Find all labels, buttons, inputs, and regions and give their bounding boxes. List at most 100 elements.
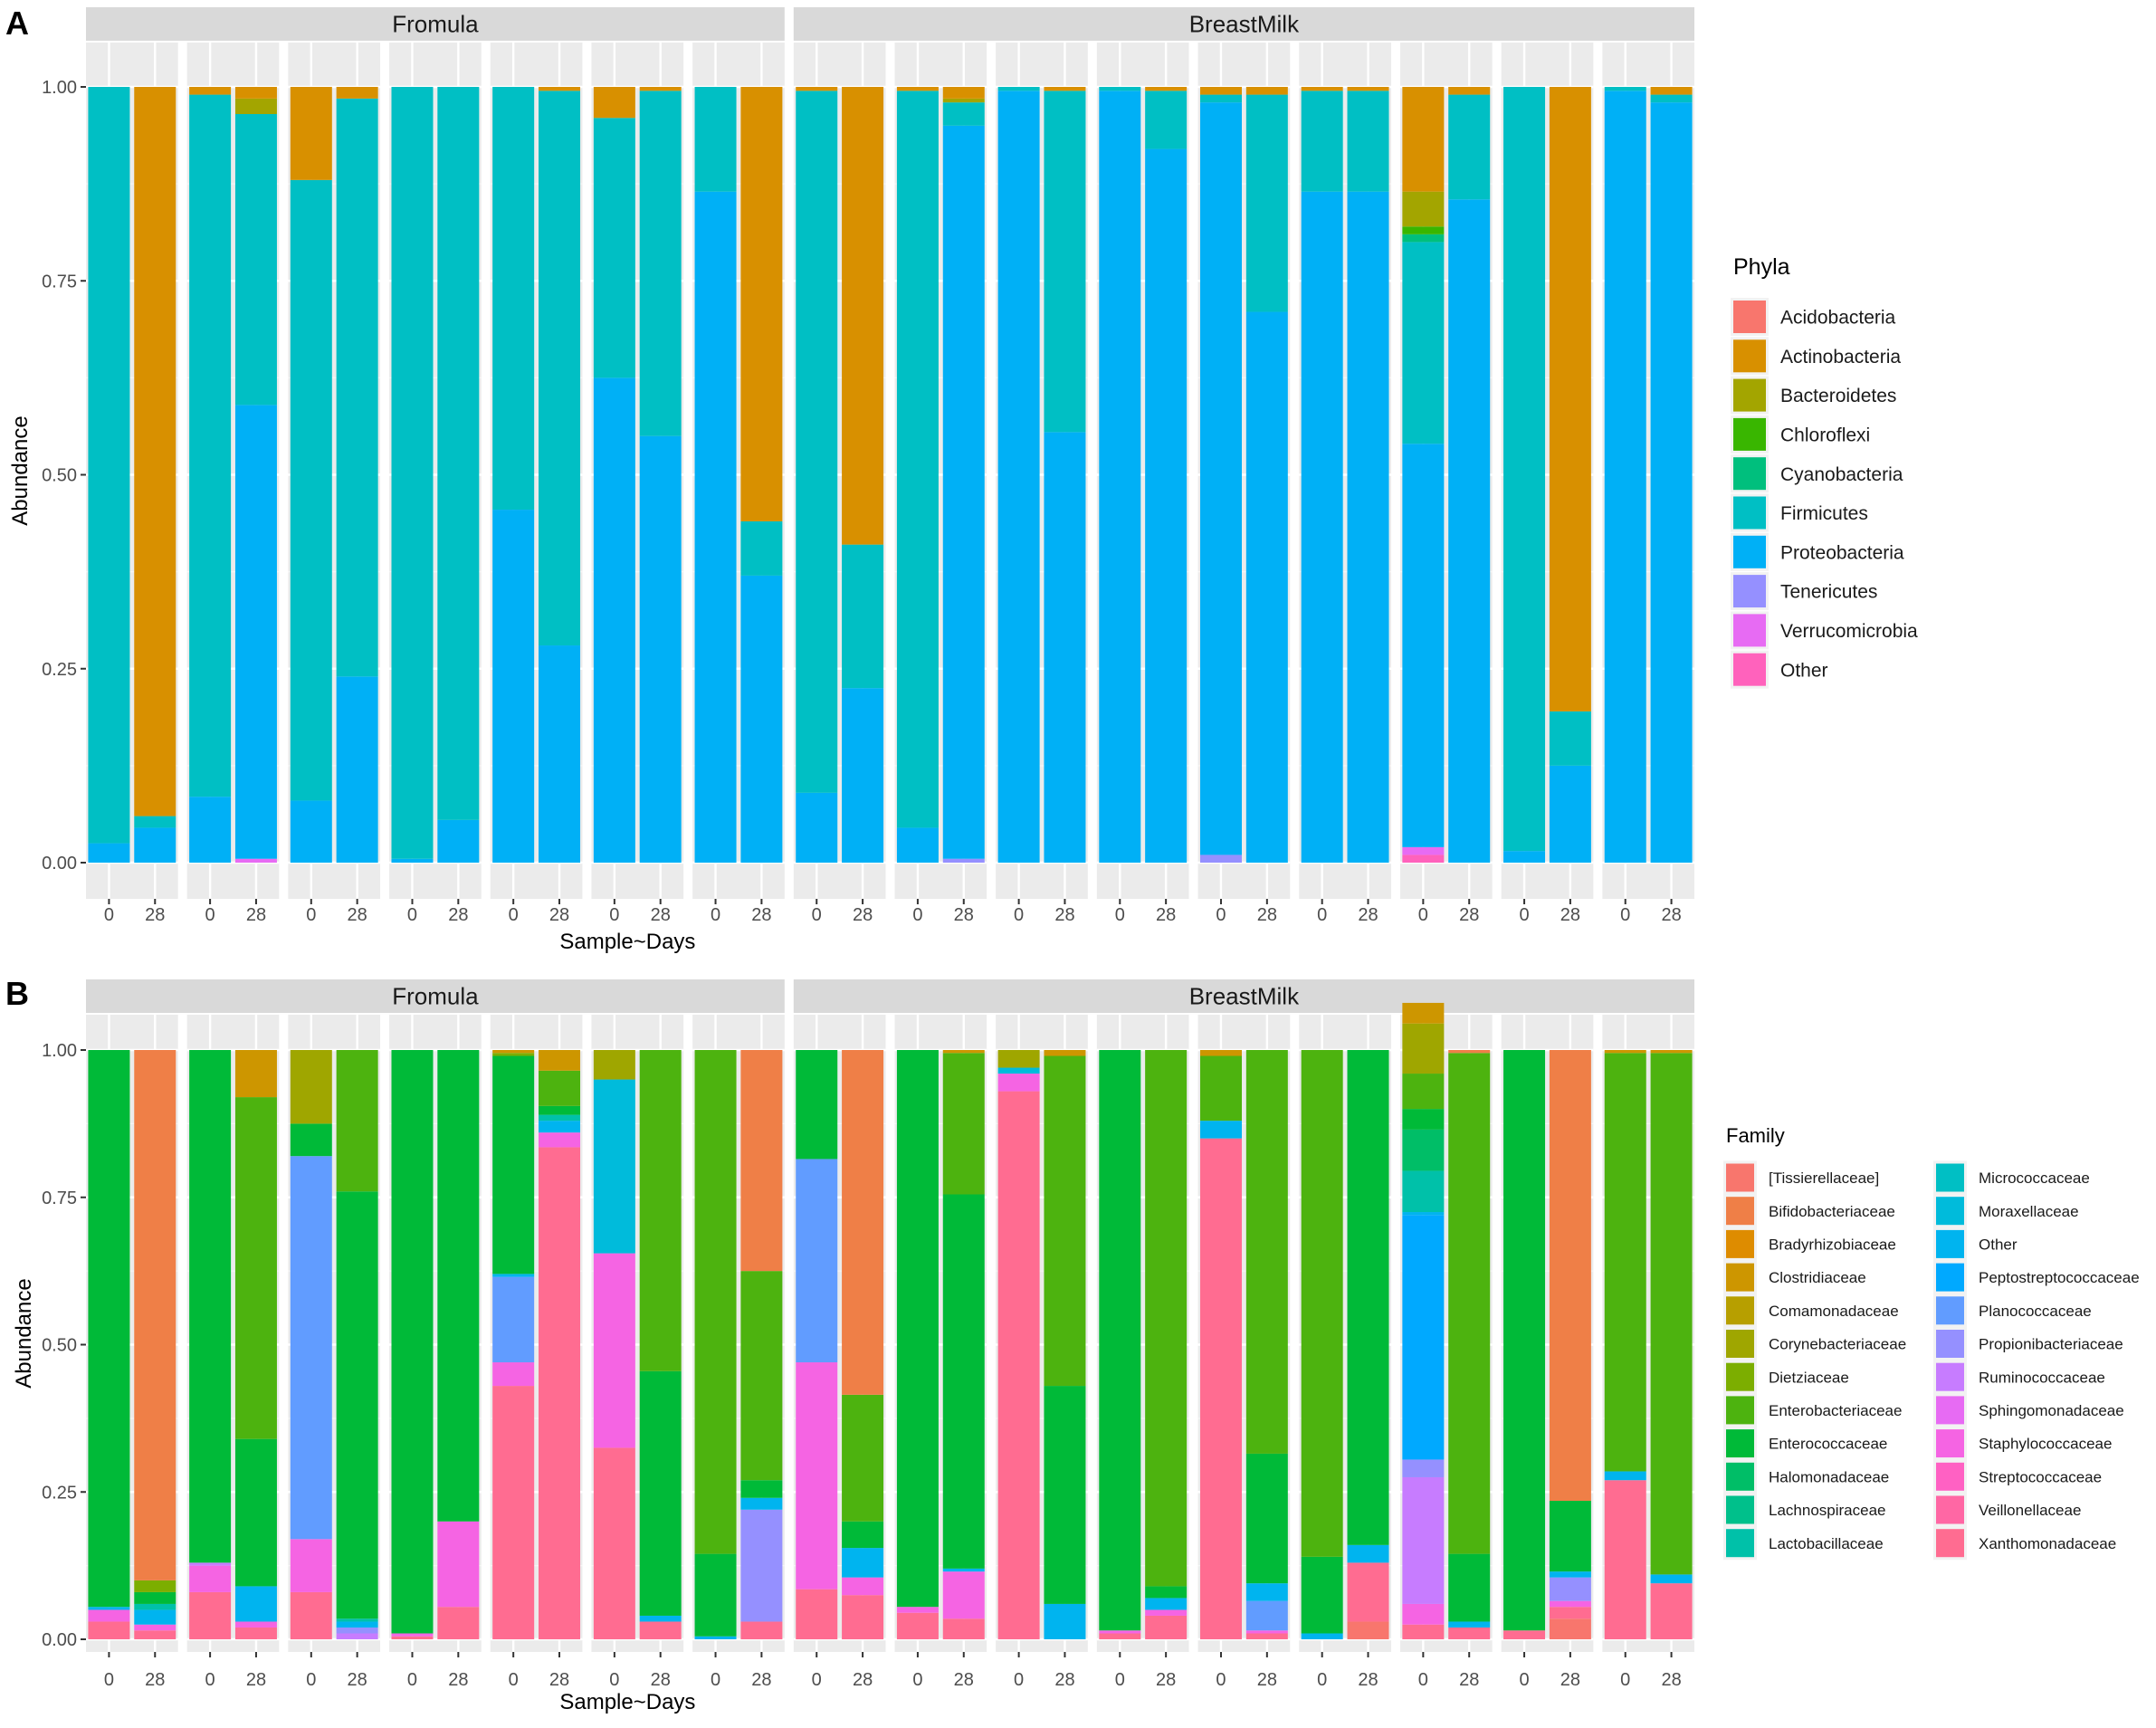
bar-segment-actinobacteria — [336, 87, 378, 99]
bar-segment-xanthomonadaceae — [1604, 1480, 1646, 1639]
bar-segment-enterococcaceae — [896, 1050, 939, 1608]
bar-segment-bifidobacteriaceae — [740, 1050, 783, 1272]
bar-segment-firmicutes — [694, 87, 737, 192]
legend-swatch — [1936, 1462, 1964, 1491]
facet-strip-label: BreastMilk — [1189, 11, 1300, 38]
x-axis-title: Sample~Days — [559, 930, 695, 954]
x-tick-label: 0 — [912, 905, 922, 925]
legend-swatch — [1726, 1296, 1754, 1325]
bar-segment-actinobacteria — [1245, 87, 1288, 95]
bar-segment-proteobacteria — [1604, 91, 1646, 863]
bar-segment-xanthomonadaceae — [1145, 1615, 1188, 1639]
facet-panel: 0 28 — [1501, 43, 1594, 925]
legend-swatch — [1726, 1197, 1754, 1226]
bar-segment-ruminococcaceae — [336, 1633, 378, 1639]
bar-segment-other — [842, 1548, 884, 1578]
bar-segment-proteobacteria — [391, 858, 434, 863]
bar-segment-other — [1145, 1598, 1188, 1610]
legend-swatch — [1936, 1296, 1964, 1325]
bar-segment-proteobacteria — [134, 827, 176, 863]
legend-item: Comamonadaceae — [1723, 1294, 1899, 1328]
x-tick-label: 0 — [306, 1670, 316, 1690]
x-tick-label: 28 — [1156, 905, 1176, 925]
x-tick-label: 0 — [1418, 1670, 1428, 1690]
bar-segment-firmicutes — [639, 91, 682, 436]
legend-swatch — [1726, 1495, 1754, 1524]
y-tick-label: 0.75 — [42, 1189, 77, 1208]
x-tick-label: 28 — [1257, 905, 1277, 925]
legend-label: Dietziaceae — [1769, 1369, 1849, 1386]
facet-panel: 0 28 — [389, 1015, 482, 1690]
bar-segment-enterococcaceae — [1301, 1556, 1343, 1634]
bar-segment-proteobacteria — [740, 575, 783, 863]
bar-segment-enterobacteriaceae — [694, 1050, 737, 1554]
x-tick-label: 28 — [1358, 1670, 1378, 1690]
bar-segment-staphylococcaceae — [593, 1253, 635, 1448]
x-tick-label: 0 — [306, 905, 316, 925]
facet-strip-label: Fromula — [392, 11, 479, 38]
bar-segment-moraxellaceae — [593, 1079, 635, 1254]
facet-panel: 0 28 — [1501, 1015, 1594, 1690]
x-tick-label: 0 — [1317, 1670, 1327, 1690]
x-tick-label: 28 — [549, 1670, 569, 1690]
bar-segment-enterococcaceae — [1044, 1386, 1086, 1604]
facet-strip-breastmilk — [793, 7, 1694, 41]
bar-segment-bifidobacteriaceae — [842, 1050, 884, 1395]
bar-segment-enterococcaceae — [694, 1553, 737, 1637]
bar-segment-clostridiaceae — [492, 1050, 535, 1054]
bar-segment-xanthomonadaceae — [740, 1621, 783, 1639]
bar-segment-firmicutes — [1347, 91, 1389, 192]
bar-segment-actinobacteria — [796, 87, 838, 91]
legend-item: Bradyrhizobiaceae — [1723, 1227, 1896, 1261]
bar-segment-staphylococcaceae — [539, 1132, 581, 1148]
x-tick-label: 28 — [1661, 1670, 1681, 1690]
legend-label: Streptococcaceae — [1979, 1468, 2102, 1485]
bar-segment-staphylococcaceae — [492, 1362, 535, 1387]
facet-panel: 0 28 — [86, 43, 178, 925]
legend-swatch — [1733, 301, 1766, 333]
bar-segment-proteobacteria — [189, 797, 232, 863]
y-tick-label: 0.25 — [42, 660, 77, 680]
legend-swatch — [1936, 1429, 1964, 1458]
bar-segment-firmicutes — [1650, 94, 1693, 103]
legend-item: Firmicutes — [1731, 493, 1868, 532]
bar-segment-clostridiaceae — [1604, 1050, 1646, 1054]
bar-segment-staphylococcaceae — [234, 1621, 277, 1628]
bar-segment-enterococcaceae — [492, 1055, 535, 1275]
bar-segment-staphylococcaceae — [189, 1565, 232, 1592]
y-axis-title: Abundance — [8, 415, 33, 525]
bar-segment-proteobacteria — [1347, 191, 1389, 863]
legend-label: Comamonadaceae — [1769, 1303, 1899, 1320]
bar-segment-other — [639, 1615, 682, 1622]
bar-segment-tissierellaceae — [1347, 1621, 1389, 1639]
x-tick-label: 28 — [651, 905, 671, 925]
legend-item: Cyanobacteria — [1731, 454, 1903, 493]
bar-segment-firmicutes — [842, 544, 884, 689]
bar-segment-bacteroidetes — [234, 98, 277, 114]
bar-segment-xanthomonadaceae — [391, 1636, 434, 1639]
bar-segment-actinobacteria — [740, 87, 783, 521]
x-tick-label: 0 — [1317, 905, 1327, 925]
bar-segment-proteobacteria — [942, 125, 985, 859]
bar-segment-xanthomonadaceae — [134, 1630, 176, 1639]
legend-item: Actinobacteria — [1731, 337, 1901, 376]
y-tick-label: 0.50 — [42, 1336, 77, 1356]
bar-segment-proteobacteria — [1099, 91, 1141, 863]
legend-label: Other — [1979, 1236, 2018, 1254]
bar-segment-firmicutes — [391, 87, 434, 859]
legend-item: [Tissierellaceae] — [1723, 1160, 1879, 1195]
x-tick-label: 0 — [1519, 1670, 1529, 1690]
bar-segment-bacteroidetes — [1402, 191, 1445, 227]
legend-swatch — [1936, 1229, 1964, 1258]
bar-segment-enterococcaceae — [842, 1521, 884, 1549]
legend-label: Enterobacteriaceae — [1769, 1402, 1902, 1419]
bar-segment-staphylococcaceae — [842, 1577, 884, 1596]
legend-label: Staphylococcaceae — [1979, 1436, 2112, 1453]
x-tick-label: 0 — [104, 905, 114, 925]
x-tick-label: 0 — [1115, 905, 1125, 925]
x-tick-label: 0 — [812, 1670, 822, 1690]
bar-segment-proteobacteria — [336, 676, 378, 863]
bar-segment-xanthomonadaceae — [942, 1618, 985, 1639]
x-tick-label: 0 — [1519, 905, 1529, 925]
facet-panel: 0 28 — [894, 1015, 987, 1690]
